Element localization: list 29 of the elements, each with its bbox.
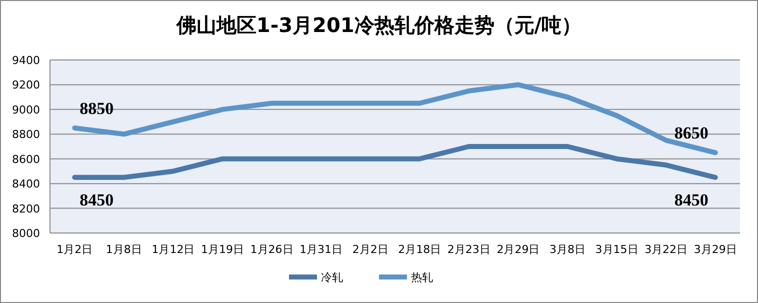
x-tick-label: 2月29日 (496, 243, 540, 256)
x-tick-label: 2月23日 (447, 243, 490, 256)
y-tick-label: 8200 (12, 202, 40, 216)
x-tick-label: 1月8日 (106, 243, 142, 256)
chart-title: 佛山地区1-3月201冷热轧价格走势（元/吨） (175, 13, 582, 37)
x-tick-label: 2月2日 (352, 243, 388, 256)
y-tick-label: 8000 (12, 227, 40, 240)
annotation: 8450 (674, 190, 708, 210)
x-tick-label: 3月22日 (644, 243, 688, 256)
x-tick-label: 3月15日 (595, 243, 638, 256)
annotation: 8650 (674, 124, 708, 143)
y-tick-label: 9200 (12, 78, 40, 92)
x-tick-label: 1月19日 (201, 243, 244, 256)
y-tick-label: 8400 (12, 178, 40, 191)
legend-label: 热轧 (411, 271, 433, 284)
y-tick-label: 8600 (12, 152, 40, 166)
x-tick-label: 1月12日 (152, 243, 195, 256)
y-tick-label: 9000 (12, 103, 40, 116)
x-tick-label: 1月26日 (250, 243, 294, 256)
x-tick-label: 3月29日 (694, 243, 737, 256)
x-tick-label: 2月18日 (398, 243, 442, 256)
x-tick-label: 3月8日 (550, 243, 586, 256)
legend-label: 冷轧 (321, 271, 343, 284)
x-tick-label: 1月31日 (300, 243, 343, 256)
x-tick-label: 1月2日 (56, 243, 93, 256)
annotation: 8450 (80, 190, 114, 210)
y-tick-label: 8800 (12, 128, 40, 142)
annotation: 8850 (80, 98, 114, 118)
y-tick-label: 9400 (12, 54, 40, 67)
